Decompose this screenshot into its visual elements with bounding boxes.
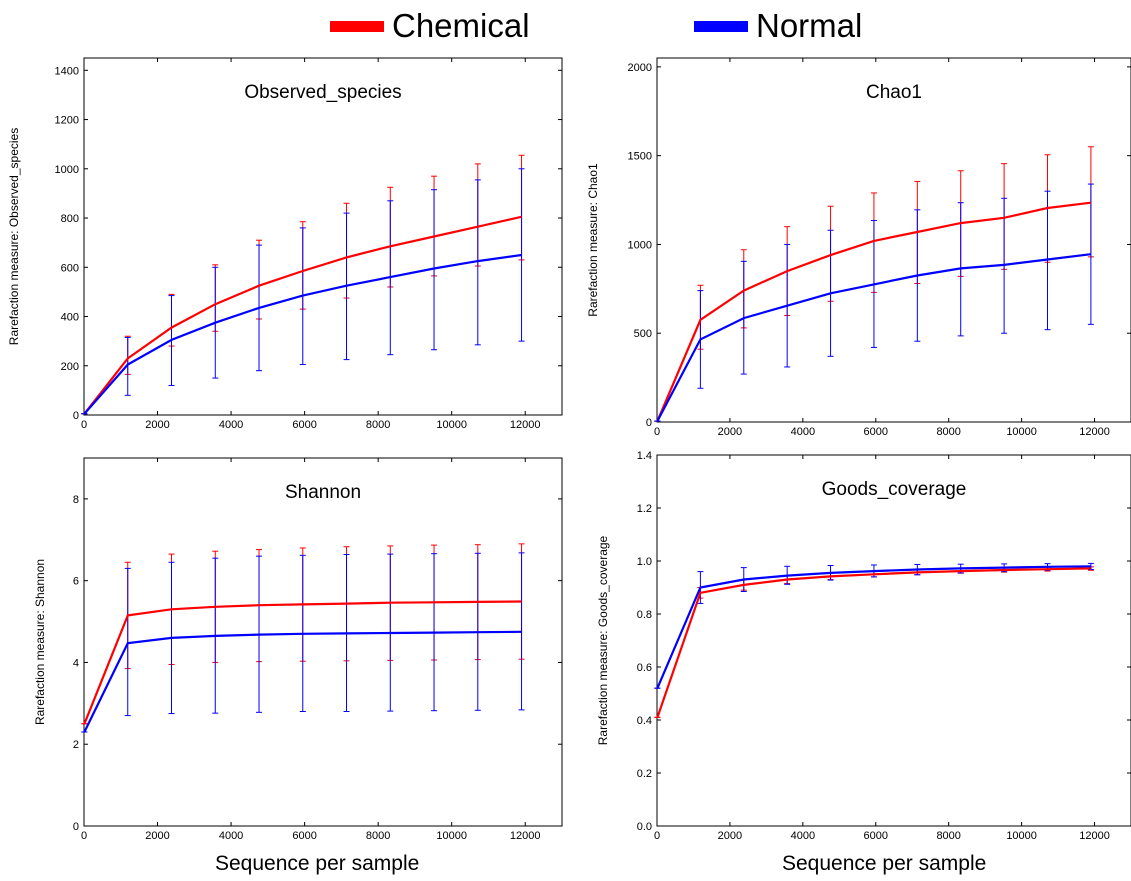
x-tick-label: 2000 (718, 426, 742, 438)
x-tick-label: 10000 (436, 830, 467, 842)
x-tick-label: 12000 (510, 419, 541, 431)
y-tick-label: 0.2 (637, 768, 652, 780)
plot-title: Goods_coverage (822, 479, 967, 500)
legend-normal: Normal (694, 6, 862, 46)
legend-normal-swatch (694, 20, 748, 32)
y-tick-label: 1000 (55, 164, 79, 176)
y-tick-label: 0.0 (637, 821, 652, 833)
x-tick-label: 0 (654, 426, 660, 438)
y-axis-label: Rarefaction measure: Chao1 (586, 163, 600, 317)
y-tick-label: 800 (61, 213, 79, 225)
x-tick-label: 6000 (864, 830, 888, 842)
plot-title: Shannon (285, 482, 361, 503)
y-tick-label: 0 (646, 417, 652, 429)
x-tick-label: 4000 (791, 830, 815, 842)
y-axis-label: Rarefaction measure: Observed_species (7, 128, 21, 345)
y-tick-label: 8 (73, 494, 79, 506)
plot-title: Observed_species (244, 82, 401, 103)
legend-chemical: Chemical (330, 6, 530, 46)
x-tick-label: 2000 (145, 419, 169, 431)
y-tick-label: 0.4 (637, 715, 652, 727)
y-tick-label: 1200 (55, 115, 79, 127)
y-tick-label: 1.4 (637, 450, 652, 462)
y-tick-label: 6 (73, 576, 79, 588)
x-tick-label: 8000 (936, 426, 960, 438)
x-tick-label: 6000 (292, 419, 316, 431)
plot-frame (83, 57, 563, 416)
normal-series-line (656, 565, 1091, 689)
normal-series-line (83, 630, 522, 733)
y-tick-label: 200 (61, 361, 79, 373)
y-tick-label: 1500 (628, 151, 652, 163)
y-axis-label: Rarefaction measure: Goods_coverage (596, 535, 610, 745)
y-tick-label: 0 (73, 821, 79, 833)
y-axis-label: Rarefaction measure: Shannon (33, 559, 47, 725)
plot-frame (83, 457, 563, 827)
x-tick-label: 8000 (366, 830, 390, 842)
y-tick-label: 1.0 (637, 556, 652, 568)
x-tick-label: 4000 (219, 830, 243, 842)
x-tick-label: 4000 (791, 426, 815, 438)
x-tick-label: 0 (81, 419, 87, 431)
x-tick-label: 4000 (219, 419, 243, 431)
x-tick-label: 8000 (366, 419, 390, 431)
y-tick-label: 1000 (628, 239, 652, 251)
y-tick-label: 2000 (628, 62, 652, 74)
y-tick-label: 500 (634, 328, 652, 340)
normal-series-line (656, 253, 1092, 422)
plot-frame (656, 454, 1131, 827)
legend-chemical-label: Chemical (392, 7, 530, 44)
chemical-series-line (83, 600, 522, 725)
x-tick-label: 6000 (864, 426, 888, 438)
x-axis-title-right: Sequence per sample (782, 852, 987, 875)
y-tick-label: 1.2 (637, 503, 652, 515)
x-axis-title-left: Sequence per sample (215, 852, 420, 875)
x-tick-label: 10000 (1006, 426, 1037, 438)
y-tick-label: 0 (73, 410, 79, 422)
x-tick-label: 12000 (1079, 830, 1110, 842)
x-tick-label: 2000 (145, 830, 169, 842)
plot-title: Chao1 (866, 82, 922, 103)
x-tick-label: 6000 (292, 830, 316, 842)
x-tick-label: 8000 (936, 830, 960, 842)
y-tick-label: 400 (61, 312, 79, 324)
x-tick-label: 0 (81, 830, 87, 842)
chemical-series-line (656, 567, 1091, 718)
chemical-series-line (83, 215, 522, 415)
y-tick-label: 0.6 (637, 662, 652, 674)
legend-chemical-swatch (330, 20, 384, 32)
y-tick-label: 600 (61, 262, 79, 274)
x-tick-label: 0 (654, 830, 660, 842)
x-tick-label: 10000 (436, 419, 467, 431)
chemical-series-line (656, 201, 1092, 422)
legend-normal-label: Normal (756, 7, 863, 44)
plot-frame (656, 57, 1131, 423)
x-tick-label: 10000 (1006, 830, 1037, 842)
y-tick-label: 1400 (55, 65, 79, 77)
normal-series-line (83, 253, 522, 415)
y-tick-label: 0.8 (637, 609, 652, 621)
x-tick-label: 12000 (510, 830, 541, 842)
y-tick-label: 4 (73, 657, 79, 669)
x-tick-label: 12000 (1079, 426, 1110, 438)
y-tick-label: 2 (73, 739, 79, 751)
x-tick-label: 2000 (718, 830, 742, 842)
